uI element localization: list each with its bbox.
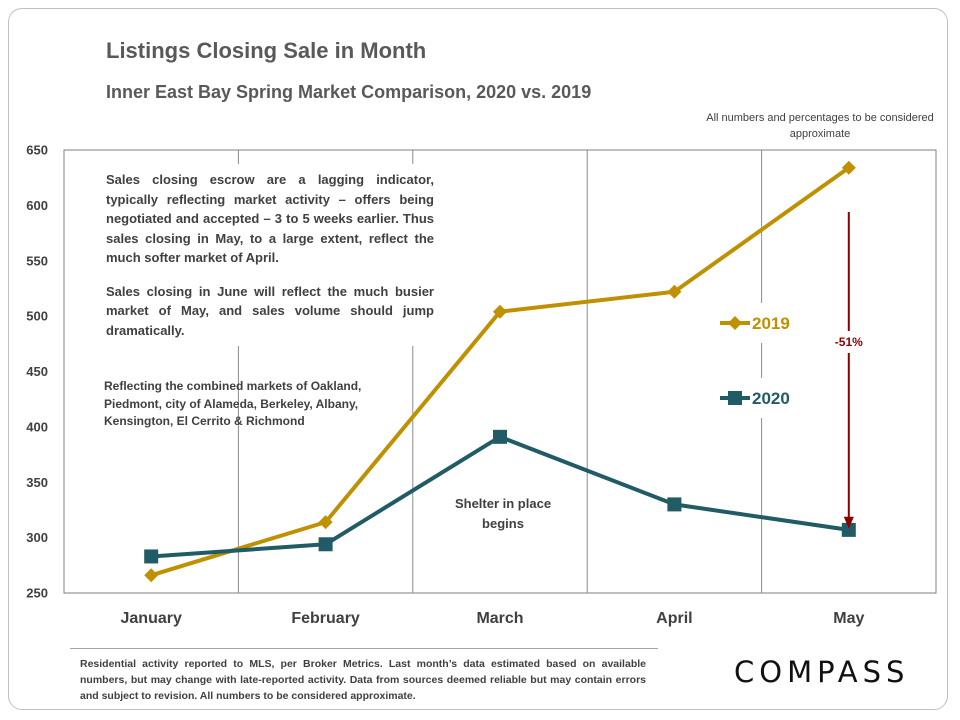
y-tick-label: 600 — [26, 198, 48, 213]
legend-label-2019: 2019 — [752, 314, 790, 333]
footer-disclaimer: Residential activity reported to MLS, pe… — [80, 658, 646, 702]
x-tick-label: March — [476, 610, 523, 627]
change-label: -51% — [835, 335, 863, 349]
compass-logo: COMPASS — [734, 655, 910, 689]
footer-divider — [70, 648, 658, 649]
shelter-in-place-annotation: Shelter in place begins — [454, 496, 552, 531]
y-tick-label: 400 — [26, 419, 48, 434]
markets-note: Reflecting the combined markets of Oakla… — [104, 379, 362, 428]
data-point-2019 — [841, 160, 856, 175]
plot-area — [63, 149, 937, 594]
y-tick-label: 350 — [26, 475, 48, 490]
data-point-2020 — [144, 549, 159, 564]
y-tick-label: 650 — [26, 143, 48, 158]
data-point-2019 — [144, 568, 159, 583]
data-point-2020 — [493, 429, 507, 444]
data-point-2020 — [318, 537, 333, 552]
y-tick-label: 550 — [26, 253, 48, 268]
y-tick-label: 250 — [26, 586, 48, 601]
y-tick-label: 300 — [26, 530, 48, 545]
x-tick-label: May — [833, 610, 864, 627]
chart-title: Listings Closing Sale in Month — [106, 38, 427, 63]
legend-marker-2019 — [728, 316, 742, 330]
legend-marker-2020 — [728, 391, 742, 405]
note-paragraph-2: Sales closing in June will reflect the m… — [106, 283, 434, 338]
legend-label-2020: 2020 — [752, 389, 790, 408]
change-arrow-head — [843, 516, 854, 529]
data-point-2019 — [667, 284, 682, 299]
y-tick-label: 450 — [26, 364, 48, 379]
data-point-2020 — [667, 497, 682, 512]
x-tick-label: January — [121, 610, 182, 627]
data-point-2019 — [493, 304, 507, 319]
lagging-indicator-note: Sales closing escrow are a lagging indic… — [100, 164, 440, 346]
x-tick-label: February — [291, 610, 360, 627]
data-point-2020 — [841, 522, 856, 537]
approximation-note: All numbers and percentages to be consid… — [706, 112, 934, 140]
data-point-2019 — [318, 515, 333, 530]
chart-subtitle: Inner East Bay Spring Market Comparison,… — [106, 82, 592, 102]
y-tick-label: 500 — [26, 309, 48, 324]
change-label-background — [824, 331, 873, 353]
note-paragraph-1: Sales closing escrow are a lagging indic… — [106, 172, 434, 265]
x-tick-label: April — [656, 610, 692, 627]
